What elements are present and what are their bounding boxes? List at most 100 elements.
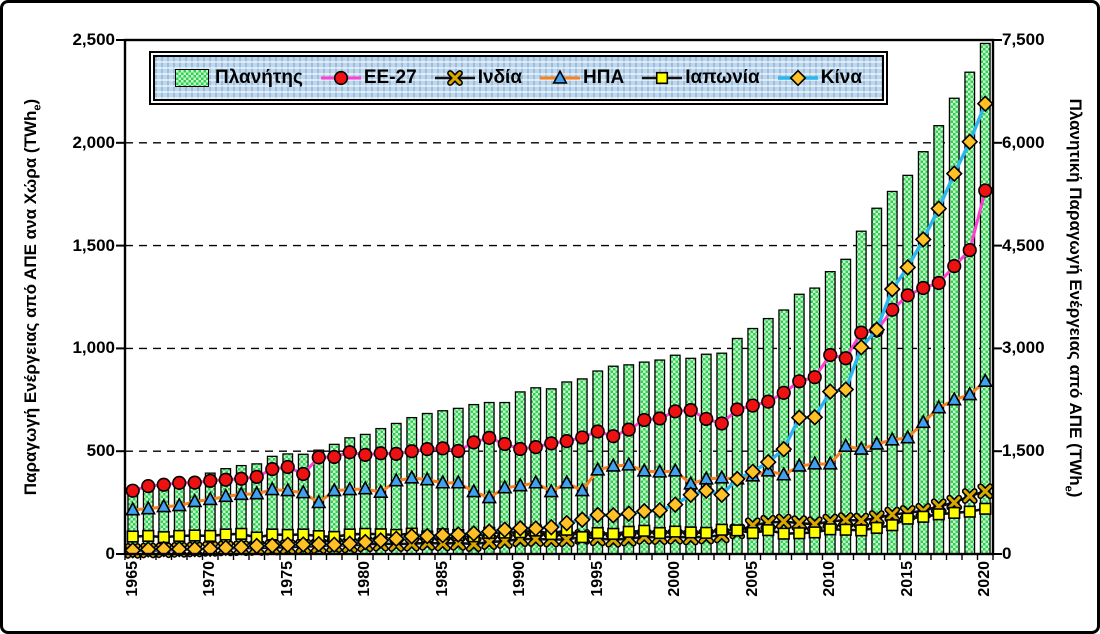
world-bar: [824, 270, 836, 555]
marker-triangle: [900, 429, 916, 444]
x-axis-tick-label: 2020: [976, 561, 994, 597]
marker-circle: [280, 459, 295, 475]
marker-triangle: [171, 497, 187, 512]
marker-triangle: [311, 494, 327, 509]
marker-triangle: [931, 399, 947, 414]
marker-square: [622, 525, 635, 538]
marker-triangle: [822, 455, 838, 470]
marker-triangle: [621, 456, 637, 471]
marker-diamond: [573, 511, 591, 529]
marker-x: [963, 489, 977, 503]
x-axis-tick-label: 1980: [356, 561, 374, 597]
marker-triangle: [590, 461, 606, 476]
x-axis-tick-label: 2015: [898, 561, 916, 597]
marker-square: [173, 529, 186, 543]
x-axis-tick-label: 2000: [666, 561, 684, 597]
world-bar: [933, 125, 945, 555]
legend-item: Πλανήτης: [175, 67, 303, 89]
marker-diamond: [899, 258, 917, 276]
legend-item-label: Πλανήτης: [215, 67, 303, 88]
marker-circle: [420, 442, 435, 457]
marker-circle: [404, 444, 419, 459]
marker-triangle: [605, 457, 621, 472]
marker-circle: [172, 475, 187, 490]
marker-diamond: [666, 496, 684, 514]
marker-circle: [358, 447, 373, 463]
marker-triangle: [559, 474, 575, 489]
marker-square: [219, 528, 232, 541]
marker-circle: [451, 443, 466, 459]
marker-diamond: [558, 514, 576, 532]
marker-triangle: [552, 69, 568, 84]
marker-circle: [513, 441, 528, 457]
marker-circle: [373, 446, 388, 461]
marker-triangle: [280, 482, 296, 497]
legend-circle-swatch-icon: [320, 70, 361, 86]
marker-triangle: [295, 484, 311, 499]
y-left-tick-label: 1,500: [72, 235, 115, 255]
y-left-tick-label: 1,000: [72, 338, 115, 358]
legend-x-swatch-icon: [434, 70, 475, 86]
marker-triangle: [404, 469, 420, 484]
marker-x: [777, 515, 791, 528]
marker-diamond: [837, 381, 855, 398]
world-bar: [886, 190, 898, 555]
marker-x: [947, 496, 961, 509]
world-bar: [669, 354, 681, 555]
marker-triangle: [202, 491, 218, 506]
marker-square: [235, 527, 248, 540]
marker-diamond: [789, 69, 807, 87]
marker-diamond: [403, 527, 421, 545]
x-axis-tick-label: 1975: [278, 561, 296, 597]
marker-diamond: [527, 520, 545, 537]
marker-diamond: [728, 470, 746, 488]
marker-square: [855, 524, 868, 537]
marker-diamond: [806, 408, 824, 426]
y-right-tick-label: 4,500: [1002, 235, 1045, 255]
marker-square: [886, 519, 899, 532]
marker-triangle: [264, 481, 280, 496]
y-right-tick-label: 3,000: [1002, 338, 1045, 358]
marker-diamond: [480, 523, 498, 541]
legend-item-label: ΗΠΑ: [583, 67, 625, 88]
marker-diamond: [186, 540, 204, 558]
marker-square: [963, 505, 976, 518]
marker-circle: [606, 429, 621, 444]
marker-square: [917, 510, 930, 523]
marker-triangle: [574, 482, 590, 497]
marker-square: [948, 506, 961, 519]
legend-item: ΗΠΑ: [539, 67, 624, 89]
marker-diamond: [976, 95, 994, 113]
marker-diamond: [310, 535, 328, 553]
marker-diamond: [775, 440, 793, 458]
marker-diamond: [356, 533, 374, 551]
marker-circle: [668, 404, 683, 419]
x-axis-tick-label: 1965: [123, 561, 141, 597]
marker-square: [126, 530, 139, 543]
world-bar: [685, 357, 697, 555]
marker-diamond: [589, 506, 607, 524]
marker-square: [204, 529, 217, 543]
marker-x: [448, 71, 461, 85]
marker-triangle: [667, 462, 683, 477]
marker-square: [656, 71, 669, 85]
marker-triangle: [884, 431, 900, 446]
marker-circle: [249, 469, 264, 485]
legend-item: EE-27: [320, 67, 417, 89]
legend-item-label: EE-27: [363, 67, 417, 88]
marker-triangle: [481, 489, 497, 504]
marker-circle: [714, 416, 729, 431]
x-axis-tick-label: 1970: [201, 561, 219, 597]
world-bar: [731, 337, 743, 555]
marker-diamond: [883, 280, 901, 298]
marker-circle: [125, 483, 140, 498]
marker-triangle: [450, 474, 466, 489]
marker-circle: [559, 434, 574, 449]
marker-circle: [265, 461, 280, 477]
marker-circle: [482, 430, 497, 445]
marker-circle: [652, 411, 667, 426]
marker-triangle: [528, 474, 544, 489]
marker-diamond: [279, 536, 297, 554]
marker-square: [932, 508, 945, 521]
marker-circle: [333, 70, 348, 86]
